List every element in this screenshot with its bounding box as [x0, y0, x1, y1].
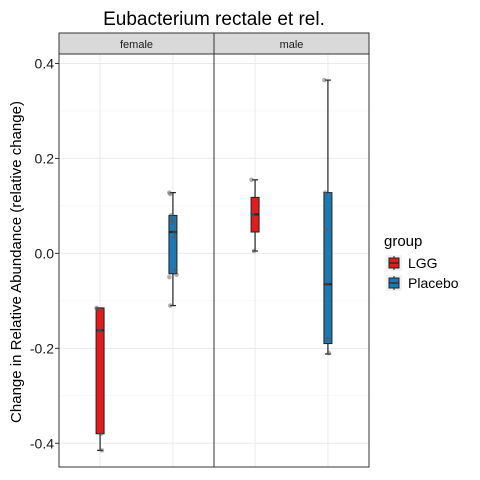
- data-point: [167, 190, 172, 195]
- panel-background: [214, 54, 369, 467]
- data-point: [325, 336, 331, 342]
- data-point: [167, 274, 172, 280]
- data-point: [171, 229, 177, 235]
- data-point: [99, 448, 105, 453]
- data-point: [169, 217, 175, 223]
- legend-title: group: [384, 233, 422, 250]
- data-point: [167, 303, 173, 308]
- data-point: [249, 177, 254, 183]
- data-point: [97, 328, 103, 334]
- data-point: [322, 77, 327, 83]
- data-point: [96, 327, 102, 333]
- data-point: [98, 431, 104, 437]
- panel-border: [213, 53, 370, 468]
- data-point: [95, 307, 101, 312]
- facet-strip-label: female: [120, 39, 153, 51]
- data-point: [174, 272, 179, 278]
- data-point: [323, 227, 329, 232]
- data-point: [170, 220, 176, 225]
- box-lgg: [95, 307, 105, 435]
- data-point: [326, 350, 332, 356]
- panel-background: [59, 54, 214, 467]
- data-point: [95, 306, 100, 312]
- data-point: [94, 305, 99, 311]
- data-point: [250, 210, 255, 216]
- data-point: [250, 213, 256, 218]
- data-point: [172, 234, 178, 240]
- data-point: [324, 281, 330, 287]
- chart-title: Eubacterium rectale et rel.: [103, 9, 325, 30]
- data-point: [322, 190, 328, 195]
- facet-strip-label: male: [280, 39, 304, 51]
- data-point: [168, 213, 174, 218]
- y-tick-label: -0.4: [30, 435, 54, 451]
- legend-label-lgg: LGG: [408, 255, 438, 271]
- y-tick-label: 0.2: [35, 150, 55, 166]
- box-placebo: [323, 192, 333, 345]
- y-tick-label: -0.2: [30, 340, 54, 356]
- y-tick-label: 0.4: [35, 55, 55, 71]
- data-point: [251, 248, 257, 254]
- y-tick-label: 0.0: [35, 245, 55, 261]
- legend-label-placebo: Placebo: [408, 275, 459, 291]
- data-point: [173, 267, 178, 273]
- box-placebo: [168, 214, 178, 275]
- data-point: [167, 191, 173, 197]
- y-axis-label: Change in Relative Abundance (relative c…: [8, 101, 25, 423]
